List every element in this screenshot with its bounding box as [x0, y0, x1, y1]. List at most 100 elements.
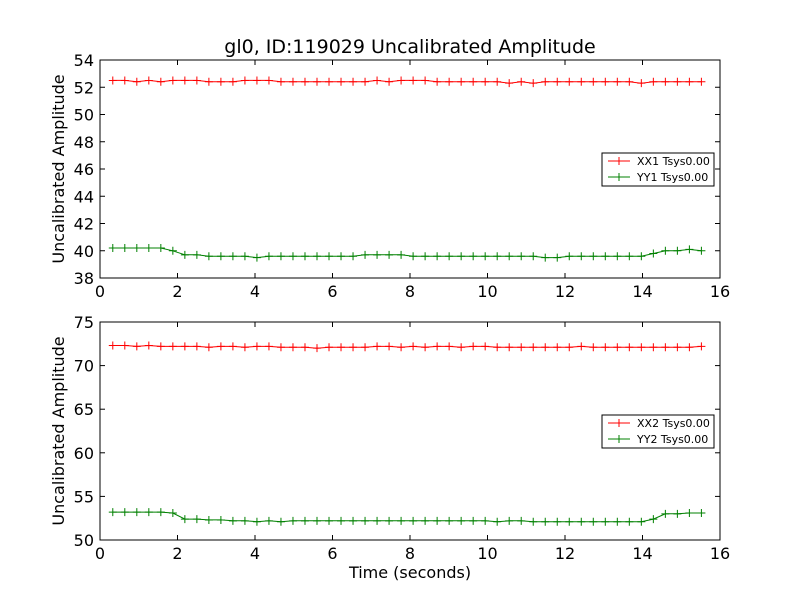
- data-point: [180, 250, 189, 259]
- data-point: [673, 246, 682, 255]
- data-point: [637, 79, 646, 88]
- y-axis-label: Uncalibrated Amplitude: [49, 336, 68, 525]
- data-point: [288, 516, 297, 525]
- data-point: [156, 244, 165, 253]
- y-tick-label: 65: [74, 400, 94, 419]
- figure-title: gl0, ID:119029 Uncalibrated Amplitude: [224, 36, 595, 58]
- x-tick-label: 12: [555, 282, 575, 301]
- x-tick-label: 14: [632, 544, 652, 563]
- data-point: [469, 77, 478, 86]
- data-point: [613, 343, 622, 352]
- data-point: [457, 516, 466, 525]
- x-tick-label: 14: [632, 282, 652, 301]
- data-point: [313, 252, 321, 261]
- data-point: [685, 245, 694, 254]
- data-point: [469, 252, 478, 261]
- data-point: [276, 77, 285, 86]
- series-line: [112, 247, 702, 259]
- data-point: [517, 252, 526, 261]
- x-axis-label: Time (seconds): [348, 563, 471, 582]
- data-point: [252, 76, 261, 85]
- data-point: [637, 252, 646, 261]
- data-point: [409, 342, 418, 351]
- data-point: [613, 252, 622, 261]
- data-point: [156, 342, 165, 351]
- x-tick-label: 4: [250, 544, 260, 563]
- y-tick-label: 38: [74, 269, 94, 288]
- data-point: [409, 76, 418, 85]
- data-point: [457, 343, 466, 352]
- data-point: [421, 252, 430, 261]
- data-point: [589, 77, 598, 86]
- data-point: [276, 517, 285, 526]
- data-point: [252, 342, 261, 351]
- data-point: [228, 342, 237, 351]
- data-point: [469, 516, 478, 525]
- data-point: [192, 250, 201, 259]
- data-point: [325, 77, 334, 86]
- data-point: [385, 342, 394, 351]
- data-point: [373, 342, 382, 351]
- data-point: [288, 77, 297, 86]
- data-point: [373, 250, 382, 259]
- x-tick-label: 4: [250, 282, 260, 301]
- data-point: [577, 517, 586, 526]
- data-point: [541, 517, 550, 526]
- series-line: [112, 79, 702, 84]
- data-point: [264, 76, 273, 85]
- x-tick-label: 10: [477, 544, 497, 563]
- data-point: [120, 76, 129, 85]
- data-point: [276, 343, 285, 352]
- data-point: [505, 516, 514, 525]
- data-point: [577, 77, 586, 86]
- data-point: [240, 516, 249, 525]
- data-point: [300, 516, 309, 525]
- data-point: [649, 249, 658, 258]
- data-point: [421, 343, 430, 352]
- data-point: [144, 508, 153, 517]
- data-point: [361, 77, 370, 86]
- x-tick-label: 0: [95, 282, 105, 301]
- x-tick-label: 16: [710, 282, 730, 301]
- data-point: [288, 343, 297, 352]
- data-point: [649, 77, 658, 86]
- data-point: [397, 516, 406, 525]
- data-point: [481, 342, 490, 351]
- data-point: [132, 77, 141, 86]
- x-tick-label: 2: [172, 544, 182, 563]
- data-point: [601, 517, 610, 526]
- data-point: [108, 76, 117, 85]
- data-point: [361, 516, 370, 525]
- data-point: [216, 342, 225, 351]
- data-point: [445, 252, 454, 261]
- data-point: [120, 341, 129, 350]
- data-point: [541, 343, 550, 352]
- data-point: [300, 77, 309, 86]
- data-point: [493, 252, 502, 261]
- data-point: [108, 244, 117, 253]
- y-tick-label: 75: [74, 313, 94, 332]
- data-point: [685, 77, 694, 86]
- y-tick-label: 50: [74, 531, 94, 550]
- data-point: [349, 77, 358, 86]
- legend-label: XX1 Tsys0.00: [637, 155, 710, 168]
- data-point: [313, 344, 321, 353]
- data-point: [373, 516, 382, 525]
- data-point: [565, 517, 574, 526]
- y-axis-label: Uncalibrated Amplitude: [49, 74, 68, 263]
- data-point: [565, 252, 574, 261]
- data-point: [264, 252, 273, 261]
- data-point: [661, 343, 670, 352]
- data-point: [252, 253, 261, 262]
- data-point: [601, 77, 610, 86]
- data-point: [577, 252, 586, 261]
- data-point: [409, 516, 418, 525]
- data-point: [673, 343, 682, 352]
- y-tick-label: 44: [74, 187, 94, 206]
- data-point: [697, 77, 706, 86]
- data-point: [300, 343, 309, 352]
- data-point: [397, 343, 406, 352]
- data-point: [637, 517, 646, 526]
- x-tick-label: 8: [405, 282, 415, 301]
- data-point: [685, 508, 694, 517]
